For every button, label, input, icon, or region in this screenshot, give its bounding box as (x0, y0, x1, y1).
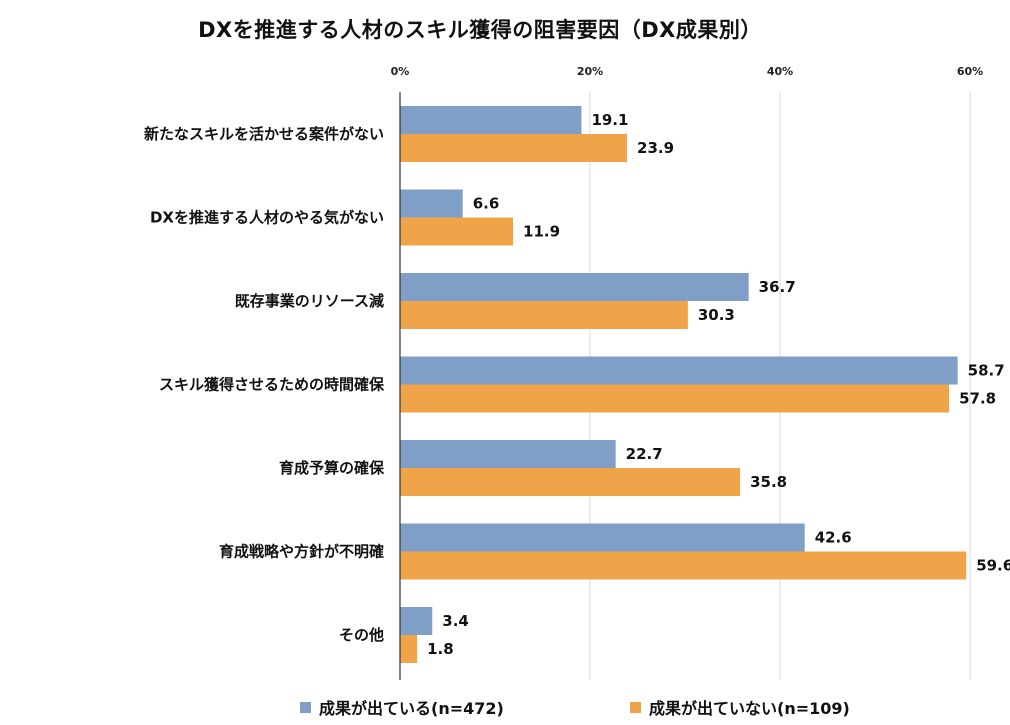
data-label-series2-cat2: 11.9 (523, 223, 560, 241)
category-label-7: その他 (339, 626, 384, 644)
bar-series1-cat7 (400, 607, 433, 635)
data-label-series2-cat3: 30.3 (698, 306, 735, 324)
data-label-series2-cat1: 23.9 (637, 139, 674, 157)
bar-series2-cat4 (400, 384, 950, 413)
data-label-series1-cat7: 3.4 (442, 612, 469, 630)
data-label-series1-cat1: 19.1 (591, 111, 628, 129)
bar-series1-cat5 (400, 440, 616, 468)
tick-label-40: 40% (767, 65, 793, 78)
legend-item-series-2: 成果が出ていない(n=109) (630, 695, 850, 719)
x-axis-ticks: 0% 20% 40% 60% (391, 65, 984, 78)
tick-label-20: 20% (577, 65, 603, 78)
data-label-series1-cat6: 42.6 (815, 529, 852, 547)
tick-label-60: 60% (957, 65, 983, 78)
category-label-5: 育成予算の確保 (279, 459, 385, 477)
data-label-series1-cat5: 22.7 (626, 445, 663, 463)
category-label-2: DXを推進する人材のやる気がない (150, 209, 384, 227)
bar-series1-cat1 (400, 106, 582, 134)
bar-series1-cat2 (400, 189, 463, 218)
category-labels: 新たなスキルを活かせる案件がない DXを推進する人材のやる気がない既存事業のリソー… (144, 125, 385, 644)
tick-label-0: 0% (391, 65, 410, 78)
bar-series2-cat6 (400, 551, 967, 580)
bar-series2-cat3 (400, 301, 688, 329)
bar-series2-cat5 (400, 468, 741, 496)
bar-series2-cat7 (400, 635, 418, 663)
chart-title: DXを推進する人材のスキル獲得の阻害要因（DX成果別） (198, 18, 762, 42)
data-label-series1-cat4: 58.7 (968, 362, 1005, 380)
bar-series2-cat1 (400, 134, 628, 162)
data-label-series2-cat4: 57.8 (959, 390, 996, 408)
bars: 19.1 23.9 6.6 11.9 36.7 30.3 58.7 57.8 22.7 35.8 4… (400, 106, 1010, 663)
bar-series1-cat6 (400, 523, 805, 552)
category-label-6: 育成戦略や方針が不明確 (219, 543, 384, 561)
legend-item-series-1: 成果が出ている(n=472) (300, 695, 504, 719)
data-label-series2-cat6: 59.6 (976, 557, 1010, 575)
data-label-series2-cat5: 35.8 (750, 473, 787, 491)
legend-swatch-series-1 (300, 702, 311, 713)
bar-series1-cat4 (400, 356, 958, 385)
category-label-4: スキル獲得させるための時間確保 (159, 376, 385, 394)
data-label-series1-cat2: 6.6 (473, 195, 500, 213)
legend-swatch-series-2 (630, 702, 641, 713)
legend: 成果が出ている(n=472) 成果が出ていない(n=109) (300, 695, 920, 719)
legend-label-series-1: 成果が出ている(n=472) (319, 699, 504, 718)
data-label-series1-cat3: 36.7 (759, 278, 796, 296)
bar-series1-cat3 (400, 273, 749, 301)
legend-label-series-2: 成果が出ていない(n=109) (649, 699, 850, 718)
bar-series2-cat2 (400, 217, 514, 246)
data-label-series2-cat7: 1.8 (427, 640, 454, 658)
category-label-3: 既存事業のリソース減 (235, 292, 384, 310)
category-label-1: 新たなスキルを活かせる案件がない (144, 125, 384, 143)
